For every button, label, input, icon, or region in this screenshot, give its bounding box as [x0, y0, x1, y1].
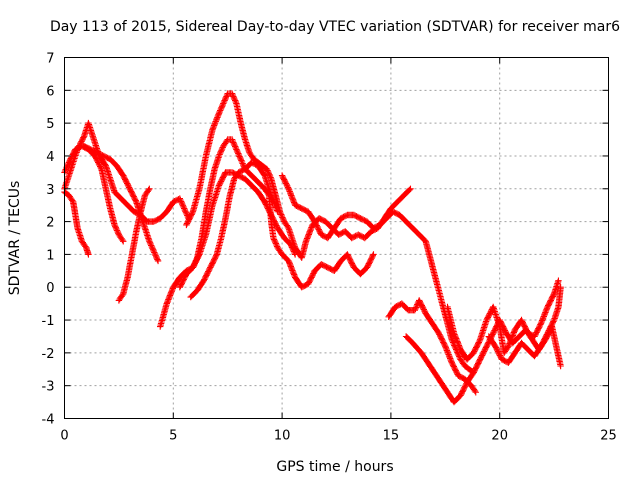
series-arc-4 [81, 143, 161, 264]
x-tick-label: 0 [60, 429, 68, 444]
x-tick-label: 10 [274, 429, 291, 444]
y-tick-label: 6 [46, 84, 54, 99]
x-tick-label: 25 [600, 429, 617, 444]
y-tick-label: -2 [42, 347, 55, 362]
x-tick-label: 20 [491, 429, 508, 444]
y-tick-label: 5 [46, 117, 54, 132]
y-tick-label: 4 [46, 150, 54, 165]
y-tick-label: 0 [46, 281, 54, 296]
plus-markers [81, 143, 161, 264]
plus-markers [61, 120, 191, 225]
chart-title: Day 113 of 2015, Sidereal Day-to-day VTE… [50, 19, 620, 35]
plus-markers [183, 90, 413, 261]
y-tick-label: -1 [42, 314, 55, 329]
y-tick-label: 3 [46, 183, 54, 198]
series-arc-7 [183, 90, 413, 261]
x-tick-label: 15 [383, 429, 400, 444]
series-arc-3 [61, 189, 91, 258]
series-arc-1 [61, 120, 191, 225]
y-tick-label: 2 [46, 216, 54, 231]
axis-ticks: 0 5 10 15 20 25 -4 -3 -2 -1 0 1 2 3 4 5 6 7 [42, 52, 617, 444]
y-tick-label: 7 [46, 52, 54, 67]
plus-markers [177, 169, 299, 290]
y-tick-label: -4 [42, 413, 55, 428]
y-tick-label: 1 [46, 248, 54, 263]
y-tick-label: -3 [42, 380, 55, 395]
series-arc-8 [177, 169, 299, 290]
x-tick-label: 5 [169, 429, 177, 444]
plus-markers [444, 277, 561, 362]
plus-markers [61, 189, 91, 258]
x-axis-label: GPS time / hours [276, 459, 393, 475]
data-points [61, 90, 564, 405]
chart: Day 113 of 2015, Sidereal Day-to-day VTE… [0, 0, 640, 480]
series-arc-13 [444, 277, 561, 362]
y-axis-label: SDTVAR / TECUs [7, 181, 23, 296]
